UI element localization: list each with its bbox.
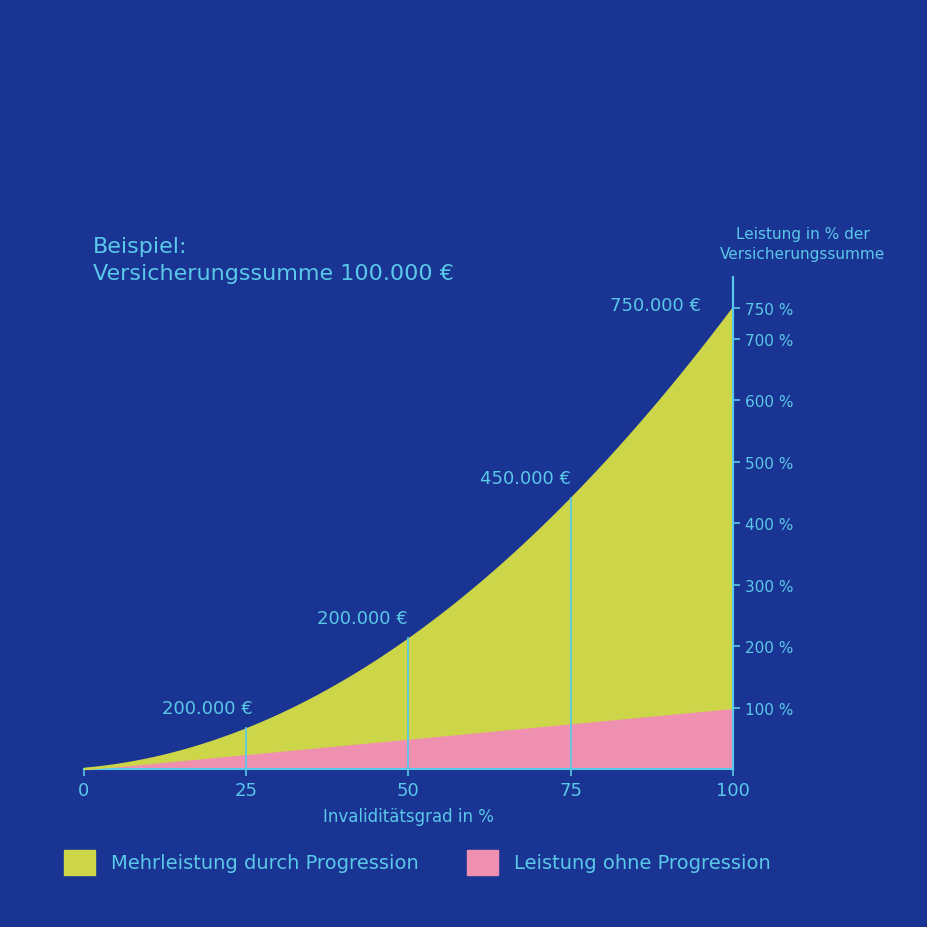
Text: 750.000 €: 750.000 €: [609, 297, 700, 315]
X-axis label: Invaliditätsgrad in %: Invaliditätsgrad in %: [323, 807, 493, 825]
Legend: Mehrleistung durch Progression, Leistung ohne Progression: Mehrleistung durch Progression, Leistung…: [56, 842, 777, 883]
Text: 450.000 €: 450.000 €: [479, 469, 570, 488]
Text: 200.000 €: 200.000 €: [161, 700, 252, 717]
Text: Progression in der Unfallversicherung:
Wann sie greift und wie sie sich berechne: Progression in der Unfallversicherung: W…: [83, 49, 844, 124]
Text: Leistung in % der
Versicherungssumme: Leistung in % der Versicherungssumme: [719, 227, 884, 261]
Text: Beispiel:
Versicherungssumme 100.000 €: Beispiel: Versicherungssumme 100.000 €: [93, 236, 453, 284]
Text: 200.000 €: 200.000 €: [317, 610, 408, 628]
